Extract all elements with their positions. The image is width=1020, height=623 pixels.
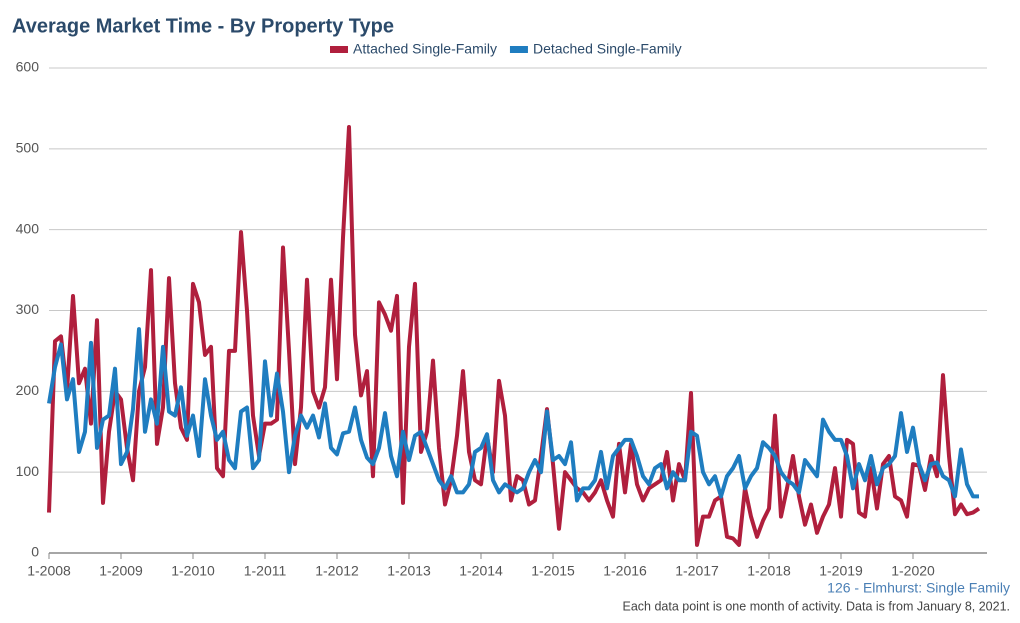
legend-swatch (509, 46, 528, 53)
x-tick-label: 1-2014 (459, 563, 503, 579)
footnote: Each data point is one month of activity… (623, 599, 1010, 613)
y-tick-label: 200 (16, 382, 40, 398)
y-tick-label: 100 (16, 463, 40, 479)
x-tick-label: 1-2020 (891, 563, 935, 579)
x-tick-label: 1-2019 (819, 563, 863, 579)
y-tick-label: 500 (16, 140, 40, 156)
x-tick-label: 1-2013 (387, 563, 431, 579)
x-tick-label: 1-2011 (244, 563, 287, 579)
series-line (47, 125, 981, 547)
legend-label: Detached Single-Family (533, 41, 682, 57)
y-tick-label: 300 (16, 301, 40, 317)
legend-label: Attached Single-Family (353, 41, 497, 57)
x-tick-label: 1-2009 (99, 563, 143, 579)
series-line (47, 327, 979, 503)
footnote: 126 - Elmhurst: Single Family (827, 580, 1010, 596)
legend-swatch (330, 46, 348, 53)
y-tick-label: 600 (16, 59, 40, 75)
x-tick-label: 1-2016 (603, 563, 647, 579)
x-tick-label: 1-2017 (675, 563, 719, 579)
x-tick-label: 1-2008 (27, 563, 71, 579)
x-tick-label: 1-2010 (171, 563, 215, 579)
x-tick-label: 1-2015 (531, 563, 575, 579)
chart-title: Average Market Time - By Property Type (12, 15, 394, 37)
y-tick-label: 400 (16, 220, 40, 236)
x-tick-label: 1-2012 (315, 563, 359, 579)
y-tick-label: 0 (31, 544, 39, 560)
x-tick-label: 1-2018 (747, 563, 791, 579)
